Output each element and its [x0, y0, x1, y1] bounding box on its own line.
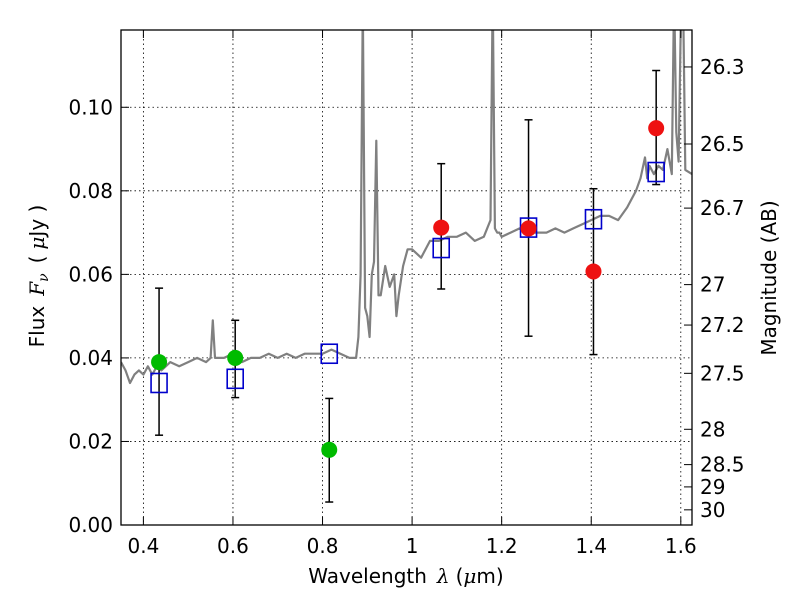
- ticks: 0.4 0.6 0.8 1 1.2 1.4 1.6 0.00 0.02 0.04 0.06 0.08 0…: [68, 30, 745, 558]
- y2-axis-label: Magnitude (AB): [757, 200, 781, 355]
- green-point: [151, 354, 168, 371]
- red-point: [585, 263, 602, 280]
- x-tick-label: 0.6: [217, 534, 249, 558]
- mag-tick-label: 27.2: [700, 313, 745, 337]
- green-point: [321, 441, 338, 458]
- mag-tick-label: 30: [700, 498, 725, 522]
- mag-tick-label: 29: [700, 475, 725, 499]
- model-spectrum-line: [121, 30, 692, 385]
- x-axis-label: Wavelength λ (μm): [308, 564, 503, 588]
- y-tick-label: 0.02: [68, 429, 113, 453]
- x-tick-label: 1.2: [486, 534, 518, 558]
- y-tick-label: 0.08: [68, 179, 113, 203]
- mag-tick-label: 27.5: [700, 361, 745, 385]
- model-square-point: [432, 237, 451, 259]
- mag-tick-label: 27: [700, 273, 725, 297]
- x-tick-label: 1.4: [575, 534, 607, 558]
- x-tick-label: 1.6: [665, 534, 697, 558]
- model-square-point: [519, 217, 538, 238]
- y-axis-label: FluxFν(μJy ): [25, 205, 52, 348]
- marker-layer: [150, 69, 665, 503]
- y-tick-label: 0.00: [68, 513, 113, 537]
- model-square-point: [647, 161, 665, 183]
- red-point: [520, 220, 537, 237]
- y-tick-label: 0.04: [68, 346, 113, 370]
- mag-tick-label: 26.5: [700, 132, 745, 156]
- model-square-point: [226, 368, 244, 390]
- red-point: [648, 120, 665, 137]
- model-square-point: [320, 343, 339, 365]
- mag-tick-label: 26.3: [700, 55, 745, 79]
- x-tick-label: 1: [406, 534, 419, 558]
- plot-background: [121, 30, 692, 525]
- model-square-point: [150, 372, 168, 394]
- y-tick-label: 0.06: [68, 262, 113, 286]
- mag-tick-label: 28.5: [700, 453, 745, 477]
- data-layer: [121, 30, 692, 385]
- red-point: [433, 219, 450, 236]
- model-square-point: [584, 208, 603, 230]
- green-point: [227, 349, 244, 366]
- mag-tick-label: 28: [700, 417, 725, 441]
- y-tick-label: 0.10: [68, 95, 113, 119]
- mag-tick-label: 26.7: [700, 196, 745, 220]
- plot-frame: [120, 29, 693, 526]
- x-tick-label: 0.4: [127, 534, 159, 558]
- x-tick-label: 0.8: [307, 534, 339, 558]
